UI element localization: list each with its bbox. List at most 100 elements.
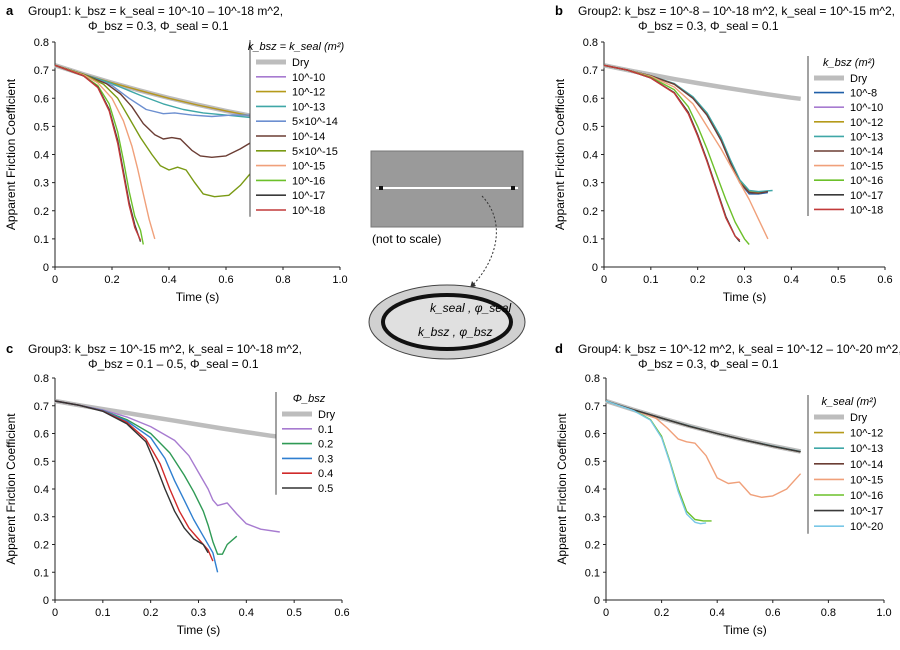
panel-b: b Group2: k_bsz = 10^-8 – 10^-18 m^2, k_s… — [553, 3, 895, 304]
legend-label: 10^-16 — [292, 175, 325, 187]
legend-label: 10^-18 — [850, 204, 883, 216]
x-tick-label: 0.3 — [737, 274, 752, 286]
x-tick-label: 0.5 — [287, 607, 302, 619]
legend-label: 10^-10 — [292, 72, 325, 84]
panel-title-line1: Group1: k_bsz = k_seal = 10^-10 – 10^-18… — [28, 4, 283, 18]
series-line-1e-15 — [54, 64, 156, 240]
y-axis-label: Apparent Friction Coefficient — [553, 78, 567, 230]
legend: k_bsz = k_seal (m²) Dry 10^-10 10^-12 10^-13… — [248, 36, 345, 217]
y-axis-label: Apparent Friction Coefficient — [555, 413, 569, 565]
y-tick-label: 0.2 — [34, 206, 49, 218]
legend-title: k_bsz = k_seal (m²) — [248, 41, 345, 53]
panel-letter: c — [6, 341, 13, 356]
x-tick-label: 1.0 — [332, 274, 347, 286]
series-line-0.1 — [54, 400, 280, 533]
y-tick-label: 0.6 — [585, 429, 600, 441]
x-tick-label: 1.0 — [876, 607, 891, 619]
y-tick-label: 0.3 — [34, 512, 49, 524]
series-line-1e-14 — [54, 64, 255, 158]
x-tick-label: 0.4 — [710, 607, 725, 619]
x-tick-label: 0.4 — [784, 274, 799, 286]
bsz-ellipse — [381, 293, 513, 351]
y-axis-label: Apparent Friction Coefficient — [4, 78, 18, 230]
series-line-1e-8 — [603, 64, 769, 195]
y-tick-label: 0.5 — [34, 121, 49, 133]
panel-title-line1: Group2: k_bsz = 10^-8 – 10^-18 m^2, k_se… — [578, 4, 895, 18]
panel-letter: b — [555, 3, 563, 18]
x-axis-label: Time (s) — [176, 290, 220, 304]
y-tick-label: 0.7 — [34, 65, 49, 77]
x-tick-label: 0.5 — [831, 274, 846, 286]
fault-tip-left — [379, 186, 383, 190]
legend-title: k_bsz (m²) — [823, 57, 875, 69]
legend-label: 5×10^-15 — [292, 146, 338, 158]
panel-title-line1: Group3: k_bsz = 10^-15 m^2, k_seal = 10^… — [28, 342, 302, 356]
y-tick-label: 0.4 — [585, 484, 600, 496]
x-tick-label: 0.3 — [191, 607, 206, 619]
y-tick-label: 0.7 — [34, 401, 49, 413]
legend-label: Dry — [318, 409, 336, 421]
x-axis-label: Time (s) — [723, 623, 767, 637]
x-tick-label: 0.1 — [95, 607, 110, 619]
y-tick-label: 0.1 — [34, 234, 49, 246]
legend: Φ_bsz Dry 0.1 0.2 0.3 0.4 0.5 — [275, 388, 342, 495]
series-line-Dry — [605, 398, 802, 454]
panel-d: d Group4: k_bsz = 10^-12 m^2, k_seal = 10… — [555, 341, 900, 637]
series-line-1e-17 — [54, 64, 142, 242]
legend-box — [250, 36, 342, 217]
schematic: (not to scale) k_seal , φ_seal k_bsz , φ… — [368, 150, 526, 360]
y-tick-label: 0.4 — [583, 150, 598, 162]
panel-letter: a — [6, 3, 14, 18]
x-tick-label: 0.4 — [161, 274, 176, 286]
y-axis-label: Apparent Friction Coefficient — [4, 413, 18, 565]
legend-label: 10^-15 — [850, 474, 883, 486]
panel-title-line2: Φ_bsz = 0.3, Φ_seal = 0.1 — [638, 357, 779, 371]
legend-label: 10^-12 — [292, 87, 325, 99]
x-tick-label: 0.6 — [765, 607, 780, 619]
y-tick-label: 0.7 — [585, 401, 600, 413]
legend-label: 10^-13 — [850, 443, 883, 455]
x-tick-label: 0.2 — [654, 607, 669, 619]
y-tick-label: 0.6 — [34, 93, 49, 105]
legend-label: 0.2 — [318, 439, 333, 451]
legend-label: 0.3 — [318, 453, 333, 465]
series-line-1e-10 — [603, 64, 769, 194]
panel-letter: d — [555, 341, 563, 356]
x-tick-label: 0.2 — [143, 607, 158, 619]
series-line-1e-15 — [603, 64, 769, 240]
legend-label: 10^-14 — [850, 146, 883, 158]
legend-label: 10^-10 — [850, 102, 883, 114]
legend-label: 10^-15 — [292, 161, 325, 173]
series-line-0.3 — [54, 400, 219, 573]
panel-c: c Group3: k_bsz = 10^-15 m^2, k_seal = 10… — [4, 341, 350, 637]
seal-properties-label: k_seal , φ_seal — [430, 301, 512, 315]
y-tick-label: 0.3 — [585, 512, 600, 524]
x-tick-label: 0.2 — [104, 274, 119, 286]
x-tick-label: 0 — [603, 607, 609, 619]
y-tick-label: 0.8 — [34, 373, 49, 385]
legend-label: 10^-12 — [850, 428, 883, 440]
legend-box — [276, 388, 342, 495]
legend-label: Dry — [850, 73, 868, 85]
x-axis-label: Time (s) — [177, 623, 221, 637]
legend: k_seal (m²) Dry 10^-12 10^-13 10^-14 10^-15 10… — [807, 391, 890, 534]
series-line-1e-18 — [603, 64, 741, 241]
legend-label: 10^-13 — [850, 131, 883, 143]
x-tick-label: 0.6 — [218, 274, 233, 286]
y-tick-label: 0.1 — [34, 567, 49, 579]
series-line-0.5 — [54, 400, 209, 554]
fault-tip-right — [511, 186, 515, 190]
y-tick-label: 0.3 — [583, 178, 598, 190]
x-axis-label: Time (s) — [723, 290, 767, 304]
y-tick-label: 0.7 — [583, 65, 598, 77]
x-tick-label: 0 — [52, 274, 58, 286]
legend-label: 10^-16 — [850, 490, 883, 502]
x-tick-label: 0.2 — [690, 274, 705, 286]
panel-title-line2: Φ_bsz = 0.1 – 0.5, Φ_seal = 0.1 — [88, 357, 259, 371]
series-line-1e-12 — [603, 64, 769, 194]
y-tick-label: 0.2 — [583, 206, 598, 218]
y-tick-label: 0.6 — [583, 93, 598, 105]
y-tick-label: 0.4 — [34, 150, 49, 162]
bsz-properties-label: k_bsz , φ_bsz — [418, 325, 493, 339]
